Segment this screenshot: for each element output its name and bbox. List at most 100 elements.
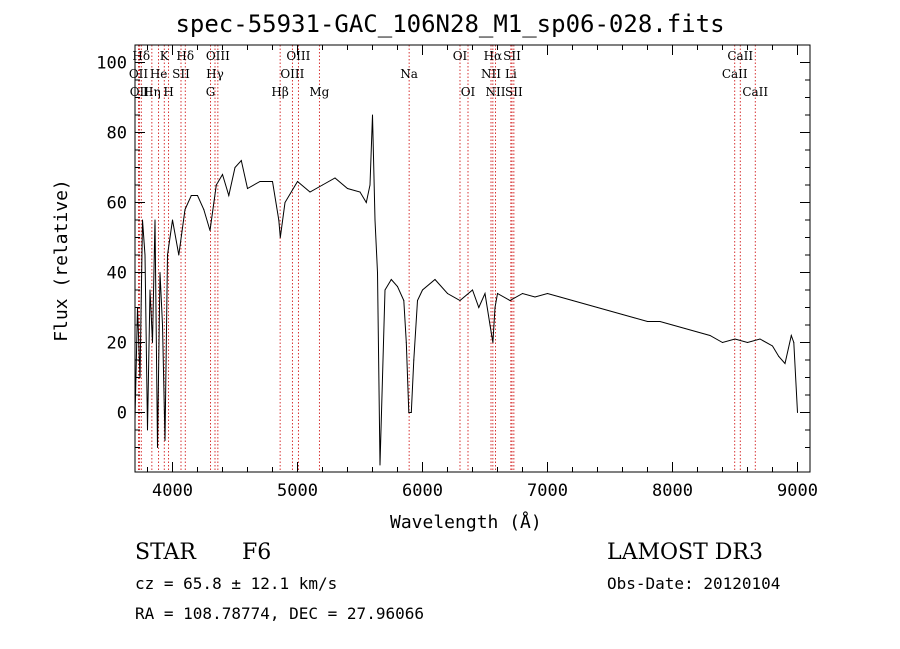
data-point-14 bbox=[169, 237, 171, 238]
data-point-3 bbox=[142, 219, 143, 221]
line-label-27: CaII bbox=[742, 85, 768, 99]
data-point-60 bbox=[478, 307, 480, 308]
chart-title: spec-55931-GAC_106N28_M1_sp06-028.fits bbox=[175, 10, 725, 38]
line-label-9: OIII bbox=[206, 49, 230, 63]
data-point-16 bbox=[178, 254, 180, 256]
x-tick-label-3: 7000 bbox=[527, 481, 568, 501]
line-label-19: Hα bbox=[484, 49, 503, 63]
data-point-33 bbox=[297, 181, 298, 182]
data-point-13 bbox=[167, 254, 168, 256]
line-label-4: He bbox=[150, 67, 168, 81]
data-point-10 bbox=[159, 272, 161, 273]
line-label-13: OIII bbox=[280, 67, 304, 81]
line-label-1: OII bbox=[129, 67, 149, 81]
data-point-22 bbox=[215, 184, 217, 186]
data-point-29 bbox=[272, 181, 273, 182]
data-point-49 bbox=[403, 300, 405, 301]
data-point-48 bbox=[397, 286, 398, 287]
line-label-11: G bbox=[206, 85, 216, 99]
data-point-32 bbox=[284, 202, 286, 203]
data-point-12 bbox=[164, 440, 166, 441]
data-point-86 bbox=[759, 338, 761, 340]
data-point-63 bbox=[492, 342, 494, 343]
line-label-15: Mg bbox=[309, 85, 329, 99]
data-point-64 bbox=[494, 307, 496, 308]
data-point-7 bbox=[152, 342, 153, 343]
line-label-6: H bbox=[163, 85, 173, 99]
spectrum-series bbox=[134, 114, 798, 466]
data-point-62 bbox=[489, 324, 491, 326]
plot-frame bbox=[134, 44, 811, 473]
data-point-24 bbox=[228, 195, 230, 196]
y-axis-label: Flux (relative) bbox=[50, 179, 72, 342]
data-point-35 bbox=[322, 184, 323, 186]
data-point-53 bbox=[413, 359, 415, 361]
data-point-11 bbox=[162, 324, 163, 326]
line-label-25: CaII bbox=[727, 49, 753, 63]
data-point-83 bbox=[722, 342, 723, 343]
data-point-23 bbox=[222, 174, 223, 175]
line-label-0: Hδ bbox=[132, 49, 150, 63]
data-point-58 bbox=[459, 300, 461, 301]
data-point-87 bbox=[772, 345, 773, 347]
data-point-51 bbox=[408, 412, 410, 413]
data-point-69 bbox=[547, 293, 548, 294]
data-point-20 bbox=[203, 209, 205, 210]
data-point-66 bbox=[509, 300, 511, 301]
object-subclass: F6 bbox=[242, 540, 272, 565]
data-point-55 bbox=[422, 289, 423, 291]
line-label-26: CaII bbox=[722, 67, 748, 81]
data-point-75 bbox=[622, 314, 623, 315]
axis-ticks: 4000 5000 6000 7000 8000 9000 0 20 40 60 80 100 bbox=[96, 45, 818, 501]
line-label-14: Hβ bbox=[271, 85, 288, 99]
data-point-42 bbox=[374, 219, 376, 221]
data-point-52 bbox=[410, 412, 412, 413]
line-label-10: Hγ bbox=[206, 67, 224, 81]
line-label-22: Li bbox=[505, 67, 517, 81]
data-point-91 bbox=[793, 342, 795, 343]
data-point-79 bbox=[672, 324, 673, 326]
data-point-41 bbox=[372, 114, 373, 116]
data-point-44 bbox=[379, 464, 381, 466]
data-point-9 bbox=[157, 447, 158, 448]
data-point-40 bbox=[369, 184, 371, 186]
data-point-76 bbox=[634, 317, 636, 319]
data-point-57 bbox=[447, 293, 448, 294]
line-label-20: SII bbox=[503, 49, 521, 63]
line-labels: Hδ OII OII K He Hη H Hδ SII OIII Hγ G OIII OIII Hβ Mg Na… bbox=[129, 49, 769, 99]
line-label-21: NII bbox=[481, 67, 501, 81]
data-point-19 bbox=[197, 195, 198, 196]
object-class: STAR bbox=[135, 540, 196, 565]
data-point-36 bbox=[334, 177, 336, 179]
data-point-6 bbox=[149, 289, 151, 291]
data-point-28 bbox=[259, 181, 261, 182]
data-point-67 bbox=[522, 293, 523, 294]
survey-name: LAMOST DR3 bbox=[607, 540, 763, 565]
line-label-18: OI bbox=[461, 85, 476, 99]
data-point-82 bbox=[709, 335, 711, 336]
line-label-16: Na bbox=[400, 67, 418, 81]
data-point-77 bbox=[647, 321, 648, 322]
data-point-39 bbox=[365, 202, 367, 203]
data-point-21 bbox=[209, 230, 211, 231]
data-point-84 bbox=[734, 338, 736, 340]
data-point-25 bbox=[234, 167, 236, 168]
line-label-3: K bbox=[160, 49, 170, 63]
data-point-50 bbox=[405, 342, 407, 343]
data-point-85 bbox=[747, 342, 748, 343]
line-label-17: OI bbox=[453, 49, 468, 63]
data-point-68 bbox=[534, 296, 536, 298]
data-point-61 bbox=[484, 293, 486, 294]
x-tick-label-2: 6000 bbox=[402, 481, 443, 501]
data-point-65 bbox=[497, 293, 498, 294]
data-point-90 bbox=[790, 335, 792, 336]
sky-coordinates: RA = 108.78774, DEC = 27.96066 bbox=[135, 604, 424, 623]
data-point-54 bbox=[417, 300, 418, 301]
data-point-15 bbox=[172, 219, 173, 221]
data-point-4 bbox=[144, 254, 146, 256]
data-point-72 bbox=[584, 303, 586, 305]
y-tick-label-2: 40 bbox=[107, 264, 127, 284]
data-point-71 bbox=[572, 300, 573, 301]
data-point-38 bbox=[359, 191, 361, 193]
